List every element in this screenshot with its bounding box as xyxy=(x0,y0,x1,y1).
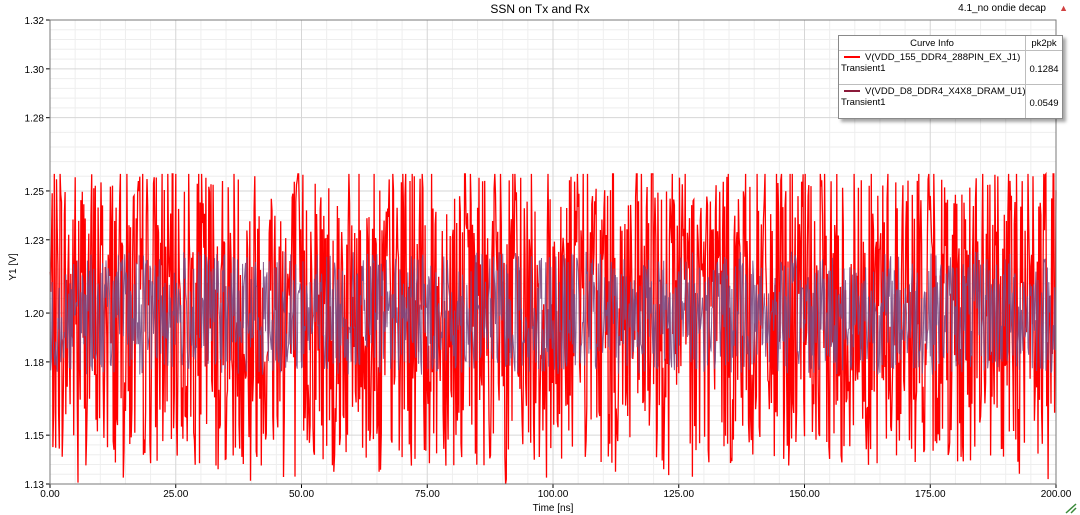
legend-swatch-line xyxy=(844,90,860,92)
legend-series-name: V(VDD_D8_DDR4_X4X8_DRAM_U1) xyxy=(865,86,1026,97)
x-tick-label: 200.00 xyxy=(1041,489,1072,500)
y-axis-label: Y1 [V] xyxy=(8,253,19,280)
chart-title: SSN on Tx and Rx xyxy=(490,2,590,16)
x-axis-label: Time [ns] xyxy=(533,503,574,514)
series-layer xyxy=(49,171,1057,485)
y-tick-label: 1.20 xyxy=(25,309,45,320)
legend-col-info: Curve Info xyxy=(910,38,954,49)
legend-column-divider xyxy=(1025,36,1026,118)
y-tick-label: 1.18 xyxy=(25,358,45,369)
y-tick-label: 1.28 xyxy=(25,114,45,125)
triangle-up-icon[interactable]: ▲ xyxy=(1059,3,1068,13)
y-tick-label: 1.15 xyxy=(25,431,45,442)
legend-header: Curve Info pk2pk xyxy=(839,36,1062,51)
plot-frame xyxy=(49,19,1057,485)
x-tick-label: 125.00 xyxy=(663,489,694,500)
legend-swatch-line xyxy=(844,56,860,58)
resize-grip-icon[interactable] xyxy=(1064,502,1078,514)
x-tick-label: 75.00 xyxy=(415,489,440,500)
y-tick-label: 1.32 xyxy=(25,16,45,27)
y-tick-label: 1.23 xyxy=(25,236,45,247)
x-tick-label: 175.00 xyxy=(915,489,946,500)
series-line xyxy=(49,251,1057,375)
x-tick-label: 25.00 xyxy=(163,489,188,500)
x-tick-label: 50.00 xyxy=(289,489,314,500)
y-tick-label: 1.13 xyxy=(25,480,45,491)
axes-layer: 0.00 25.00 50.00 75.00 100.00 125.00 150.00 175… xyxy=(25,16,1072,500)
x-tick-label: 150.00 xyxy=(789,489,820,500)
x-tick-label: 0.00 xyxy=(40,489,60,500)
legend-row[interactable]: V(VDD_155_DDR4_288PIN_EX_J1) Transient1 … xyxy=(839,51,1062,85)
legend-series-source: Transient1 xyxy=(841,97,886,108)
legend[interactable]: Curve Info pk2pk V(VDD_155_DDR4_288PIN_E… xyxy=(838,35,1063,119)
x-tick-label: 100.00 xyxy=(538,489,569,500)
legend-pk2pk-value: 0.1284 xyxy=(1029,64,1059,75)
legend-row[interactable]: V(VDD_D8_DDR4_X4X8_DRAM_U1) Transient1 0… xyxy=(839,85,1062,118)
y-tick-label: 1.30 xyxy=(25,65,45,76)
y-tick-label: 1.25 xyxy=(25,187,45,198)
legend-pk2pk-value: 0.0549 xyxy=(1029,98,1059,109)
design-label: 4.1_no ondie decap xyxy=(958,3,1046,14)
legend-series-name: V(VDD_155_DDR4_288PIN_EX_J1) xyxy=(865,52,1021,63)
legend-series-source: Transient1 xyxy=(841,63,886,74)
legend-col-value: pk2pk xyxy=(1031,38,1057,49)
